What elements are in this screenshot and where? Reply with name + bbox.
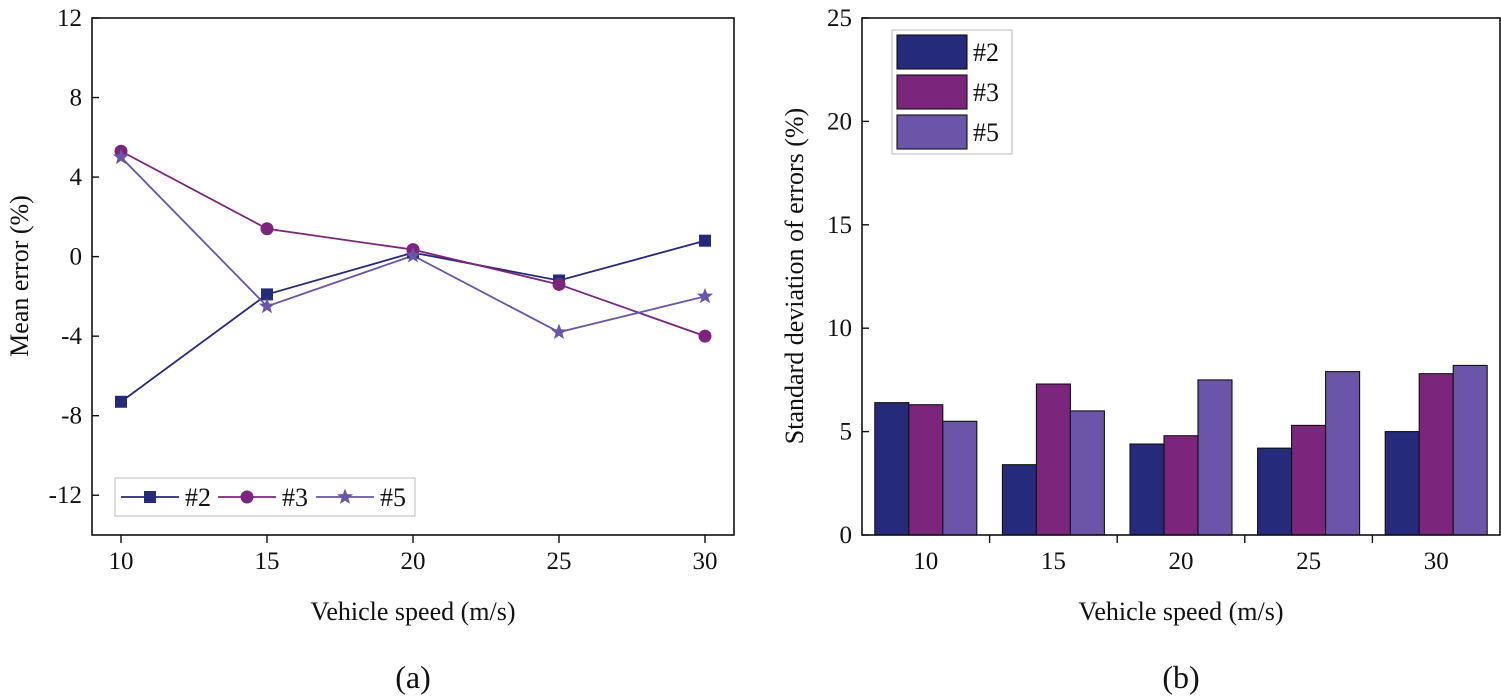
legend-label: #5: [973, 118, 999, 147]
y-tick-label: 20: [827, 108, 852, 135]
legend: #2 #3 #5: [114, 477, 416, 517]
x-tick-label: 30: [693, 548, 718, 575]
legend-swatch: [896, 74, 968, 110]
legend-swatch: [896, 34, 968, 70]
legend-label: #2: [973, 38, 999, 67]
data-point: [699, 234, 711, 247]
x-axis: 10 15 20 25 30: [913, 535, 1449, 575]
y-tick-label: 10: [827, 315, 852, 342]
y-tick-label: -12: [49, 482, 82, 509]
y-tick-label: 12: [57, 5, 82, 32]
x-tick-label: 30: [1424, 548, 1449, 575]
legend: #2 #3 #5: [891, 29, 1013, 155]
data-point: [696, 287, 714, 304]
y-axis-title: Mean error (%): [5, 195, 34, 357]
series-markers: [112, 144, 714, 408]
panel-label-b: (b): [1162, 659, 1199, 695]
bar: [1035, 383, 1071, 536]
legend-marker: [240, 490, 254, 504]
plot-frame: [91, 17, 735, 536]
y-tick-label: 0: [70, 244, 83, 271]
x-tick-label: 25: [1296, 548, 1321, 575]
bar: [1129, 443, 1165, 536]
legend-label: #2: [185, 483, 211, 512]
x-tick-label: 10: [913, 548, 938, 575]
series-line-0: [120, 239, 706, 403]
y-tick-label: 25: [827, 5, 852, 32]
legend-marker: [336, 488, 354, 504]
data-point: [552, 277, 566, 291]
y-tick-label: 15: [827, 212, 852, 239]
x-axis-title: Vehicle speed (m/s): [310, 597, 515, 626]
data-point: [261, 288, 273, 301]
x-axis: 10 15 20 25 30: [109, 535, 718, 575]
x-tick-label: 15: [255, 548, 280, 575]
x-tick-label: 20: [1169, 548, 1194, 575]
bar: [1197, 379, 1233, 536]
bar: [1257, 447, 1293, 536]
legend-label: #3: [282, 483, 308, 512]
series-lines: [120, 150, 706, 403]
data-point: [112, 148, 130, 165]
x-tick-label: 20: [401, 548, 426, 575]
bar: [1418, 373, 1454, 536]
y-tick-label: 4: [70, 164, 83, 191]
x-tick-label: 15: [1041, 548, 1066, 575]
data-point: [698, 329, 712, 343]
bars: [874, 364, 1488, 536]
x-tick-label: 10: [109, 548, 134, 575]
y-axis: -12 -8 -4 0 4 8 12: [49, 5, 99, 509]
y-tick-label: 8: [70, 85, 83, 112]
bar: [908, 404, 944, 536]
y-tick-label: -4: [61, 323, 82, 350]
bar: [1384, 431, 1420, 536]
panel-label-a: (a): [395, 659, 431, 695]
bar: [1069, 410, 1105, 536]
y-axis-title: Standard deviation of errors (%): [780, 108, 809, 444]
legend-label: #3: [973, 78, 999, 107]
bar: [1001, 464, 1037, 536]
x-tick-label: 25: [547, 548, 572, 575]
legend-marker: [144, 491, 156, 503]
data-point: [115, 395, 127, 408]
bar: [874, 402, 910, 536]
x-axis-title: Vehicle speed (m/s): [1078, 597, 1283, 626]
data-point: [404, 247, 422, 263]
plot-frame: [861, 17, 1501, 536]
std-deviation-bar-chart: 0 5 10 15 20 25 10 15 20 25 30 #2 #3 #5 Standard de…: [780, 5, 1501, 695]
legend-swatch: [896, 114, 968, 150]
data-point: [550, 323, 568, 340]
data-point: [258, 297, 276, 314]
legend-label: #5: [380, 483, 406, 512]
y-tick-label: 0: [840, 522, 853, 549]
bar: [1325, 371, 1361, 536]
y-axis: 0 5 10 15 20 25: [827, 5, 869, 549]
y-tick-label: -8: [61, 403, 82, 430]
bar: [942, 420, 978, 536]
bar: [1452, 364, 1488, 536]
bar: [1291, 424, 1327, 536]
mean-error-line-chart: -12 -8 -4 0 4 8 12 10 15 20 25 30 #2 #3 #5 Mean erro…: [5, 5, 735, 695]
bar: [1163, 435, 1199, 536]
data-point: [260, 222, 274, 236]
y-tick-label: 5: [840, 419, 853, 446]
